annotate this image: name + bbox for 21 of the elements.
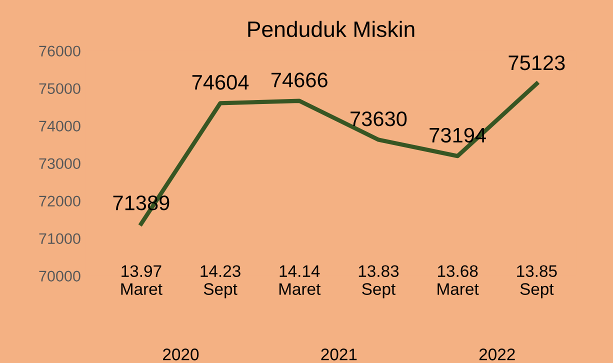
y-tick-label: 75000	[39, 83, 80, 94]
y-tick-label: 74000	[39, 120, 80, 132]
data-label: 74604	[192, 74, 249, 90]
y-tick-label: 70000	[39, 270, 80, 282]
y-tick-label: 72000	[39, 196, 80, 207]
x-tick-label: 14.14 Maret	[279, 265, 321, 295]
chart-title: Penduduk Miskin	[248, 20, 414, 38]
y-tick-label: 76000	[39, 46, 80, 57]
data-label: 73630	[350, 111, 407, 126]
x-tick-label: 13.83 Sept	[358, 265, 399, 298]
data-label: 75123	[508, 55, 565, 70]
x-tick-label: 13.85 Sept	[517, 265, 557, 298]
y-tick-label: 71000	[39, 233, 80, 244]
data-label: 74666	[271, 72, 328, 88]
x-tick-label: 13.97 Maret	[121, 265, 162, 295]
text: 2020	[163, 348, 199, 360]
x-tick-label: 14.23 Sept	[200, 265, 240, 298]
x-tick-label: 13.68 Maret	[438, 265, 479, 295]
text: 2022	[479, 348, 515, 360]
y-tick-label: 73000	[39, 158, 80, 170]
text: 2021	[321, 348, 357, 360]
